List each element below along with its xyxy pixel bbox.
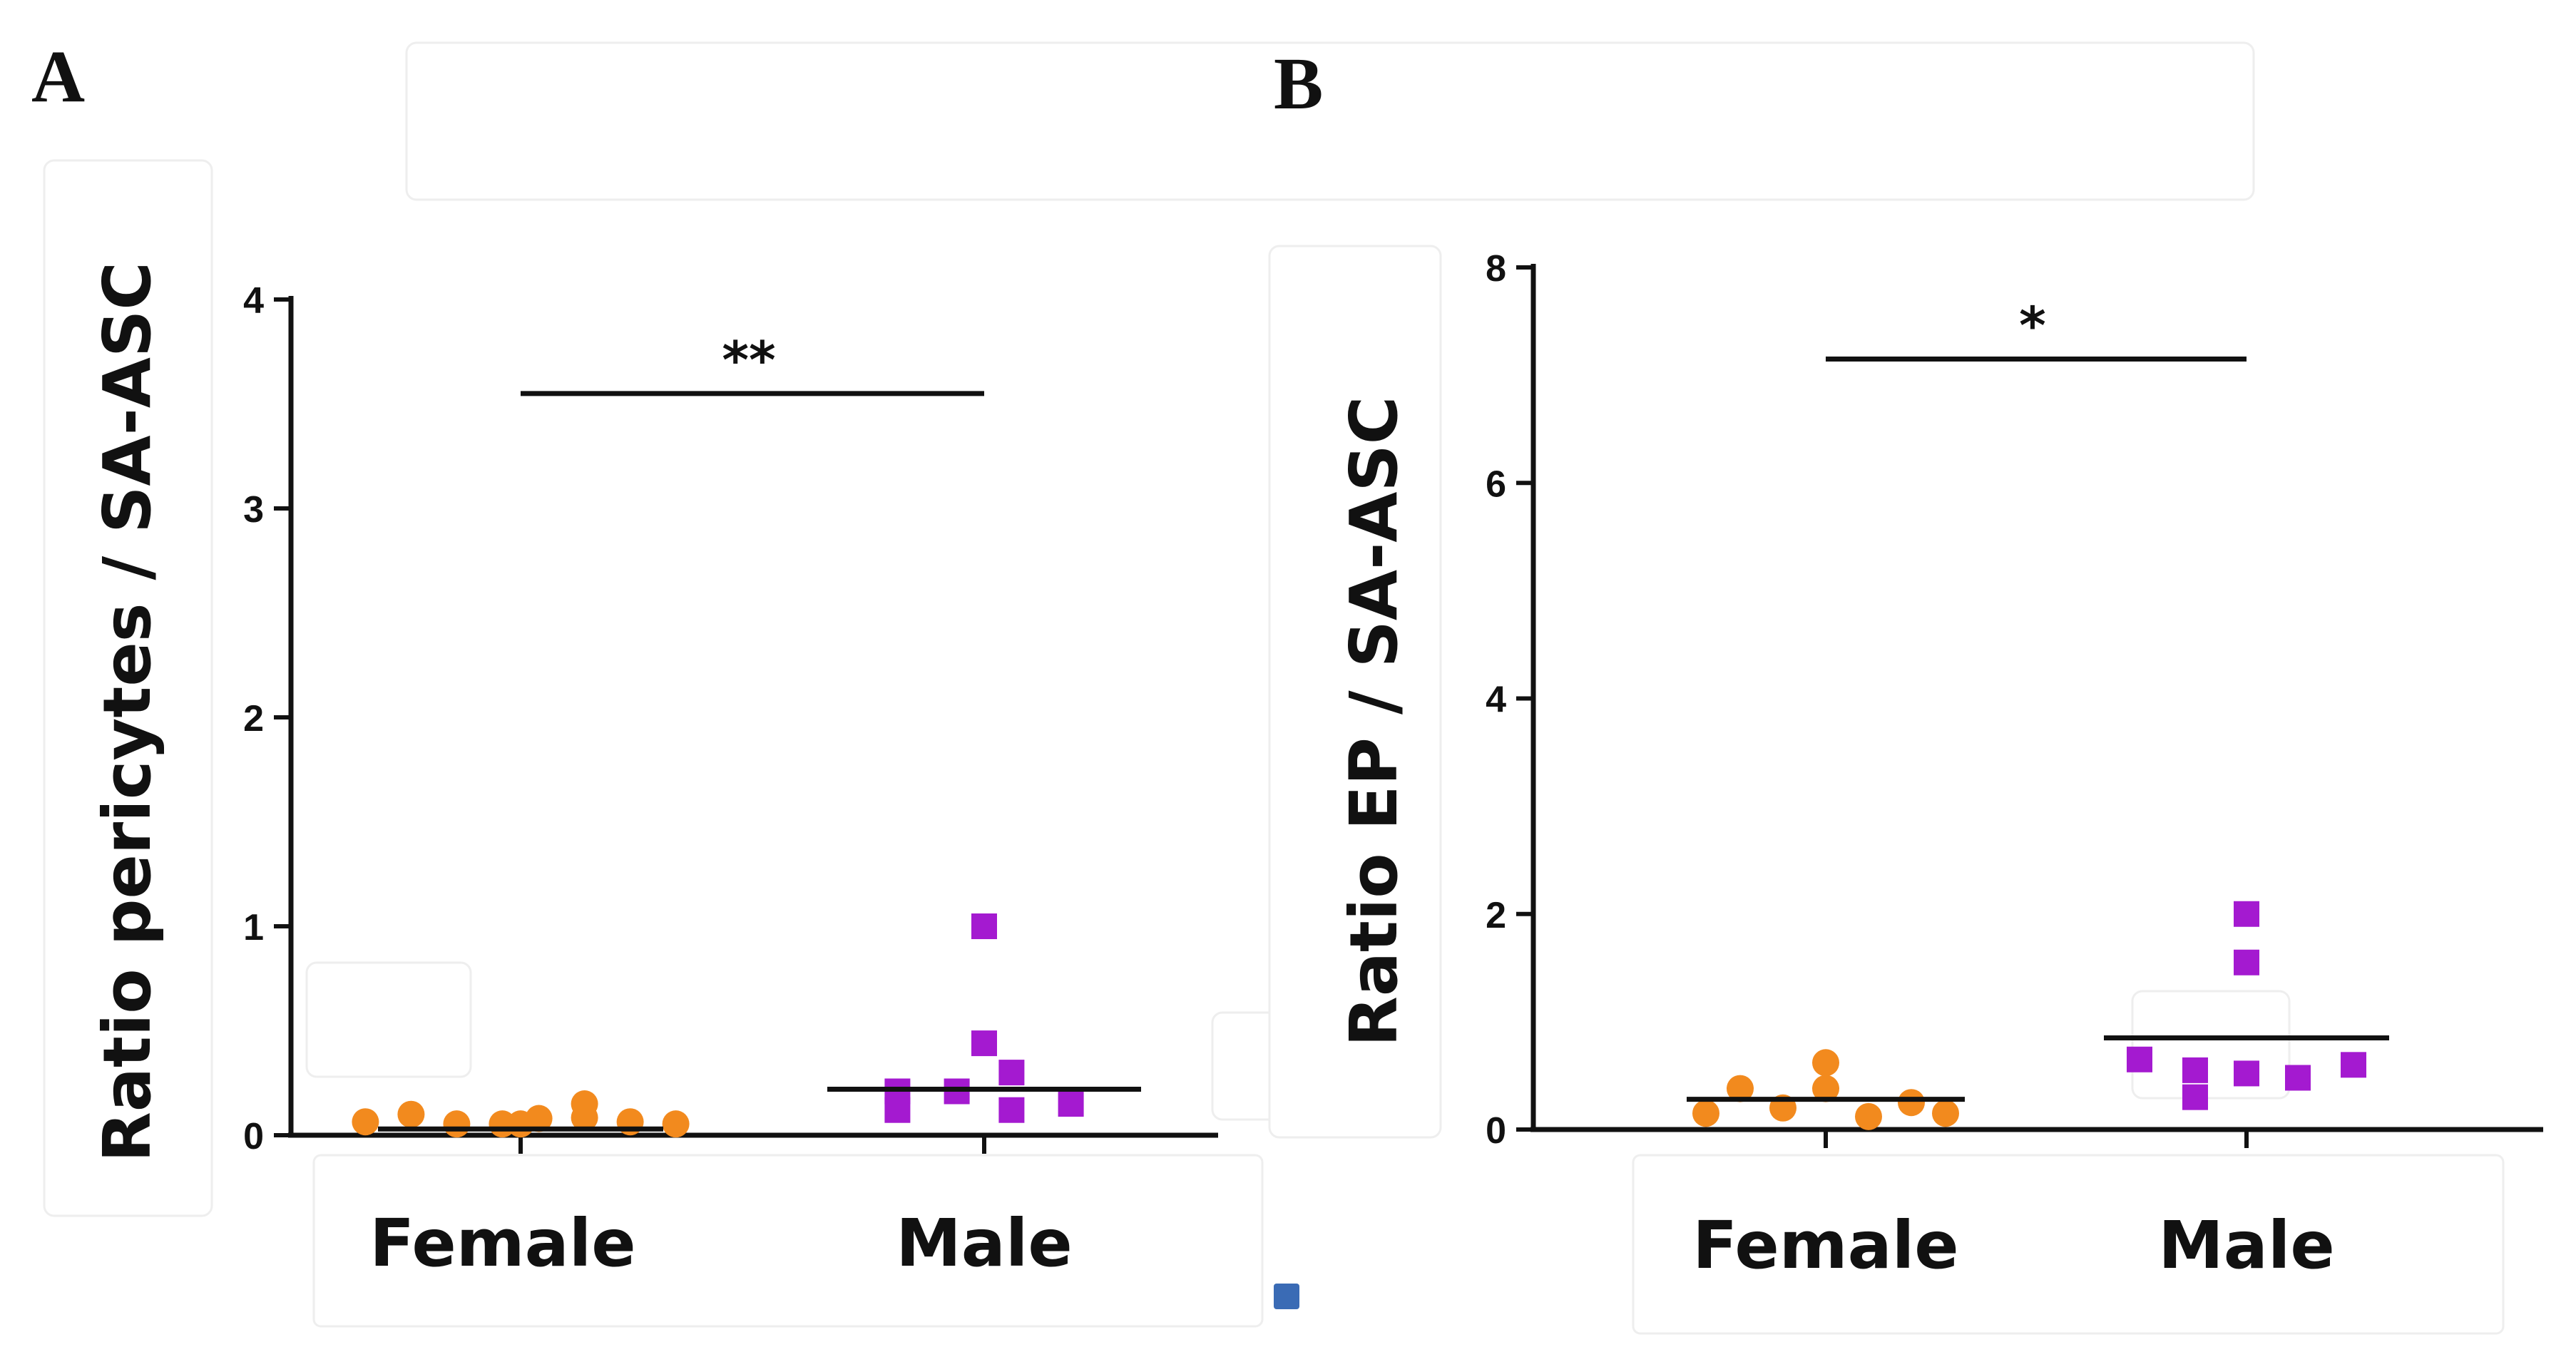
panel-letter: A — [31, 36, 85, 118]
background-artifact — [43, 159, 213, 1217]
significance-label: * — [2019, 295, 2046, 355]
male-data-point — [971, 1030, 997, 1057]
male-data-point — [884, 1097, 911, 1123]
female-data-point — [1727, 1075, 1754, 1102]
female-data-point — [507, 1110, 534, 1138]
x-ticks — [1824, 1130, 2249, 1148]
y-tick-label: 2 — [243, 698, 264, 739]
male-data-point — [998, 1097, 1025, 1123]
female-data-point — [1898, 1089, 1925, 1117]
y-ticks: 0 1 2 3 4 — [243, 280, 291, 1157]
male-data-point — [2341, 1052, 2366, 1078]
x-ticks — [518, 1135, 986, 1154]
male-data-point — [2234, 901, 2259, 927]
female-data-point — [571, 1090, 598, 1118]
y-tick-label: 3 — [243, 489, 264, 531]
male-data-point — [2234, 1060, 2259, 1087]
female-data-point — [1692, 1100, 1719, 1127]
panel-b: B Ratio EP / SA-ASC 0 2 4 6 8 * Female Male — [1274, 43, 2543, 1284]
x-category-label: Male — [2158, 1207, 2335, 1284]
background-artifact — [405, 41, 2255, 201]
male-data-point — [2127, 1046, 2152, 1072]
female-data-point — [443, 1110, 471, 1138]
male-data-point — [2182, 1084, 2208, 1110]
x-category-label: Female — [369, 1205, 635, 1281]
y-tick-label: 2 — [1486, 895, 1506, 936]
panel-letter: B — [1274, 43, 1323, 125]
background-artifact — [305, 961, 472, 1078]
data-points — [1692, 901, 2366, 1130]
panel-a: A Ratio pericytes / SA-ASC 0 1 2 3 4 ** Fema… — [31, 36, 1218, 1281]
y-tick-label: 0 — [1486, 1110, 1506, 1152]
y-axis-label: Ratio pericytes / SA-ASC — [89, 262, 165, 1162]
y-tick-label: 0 — [243, 1116, 264, 1157]
y-tick-label: 4 — [1486, 680, 1506, 721]
female-data-point — [1932, 1100, 1959, 1127]
y-tick-label: 1 — [243, 907, 264, 948]
female-data-point — [1855, 1102, 1882, 1130]
male-data-point — [2285, 1065, 2311, 1091]
female-data-point — [352, 1108, 379, 1136]
male-data-point — [998, 1060, 1025, 1086]
y-tick-label: 4 — [243, 280, 264, 322]
female-data-point — [1812, 1049, 1839, 1077]
y-tick-label: 8 — [1486, 248, 1506, 290]
mean-lines — [378, 1087, 1141, 1132]
x-category-label: Male — [896, 1205, 1073, 1281]
background-artifact — [2131, 990, 2291, 1100]
background-artifact — [1268, 245, 1442, 1139]
y-tick-label: 6 — [1486, 464, 1506, 505]
x-category-label: Female — [1692, 1207, 1958, 1284]
male-data-point — [2234, 949, 2259, 975]
significance-label: ** — [722, 330, 775, 390]
background-artifact — [1632, 1154, 2505, 1335]
female-data-point — [397, 1100, 425, 1128]
female-data-point — [662, 1110, 690, 1138]
male-data-point — [2182, 1057, 2208, 1083]
stray-marker — [1274, 1284, 1299, 1309]
y-ticks: 0 2 4 6 8 — [1486, 248, 1533, 1152]
female-data-point — [1812, 1075, 1839, 1102]
background-artifact — [312, 1154, 1264, 1328]
mean-lines — [1687, 1035, 2389, 1102]
male-data-point — [1058, 1091, 1084, 1117]
y-axis-label: Ratio EP / SA-ASC — [1336, 396, 1412, 1047]
male-data-point — [971, 913, 997, 939]
